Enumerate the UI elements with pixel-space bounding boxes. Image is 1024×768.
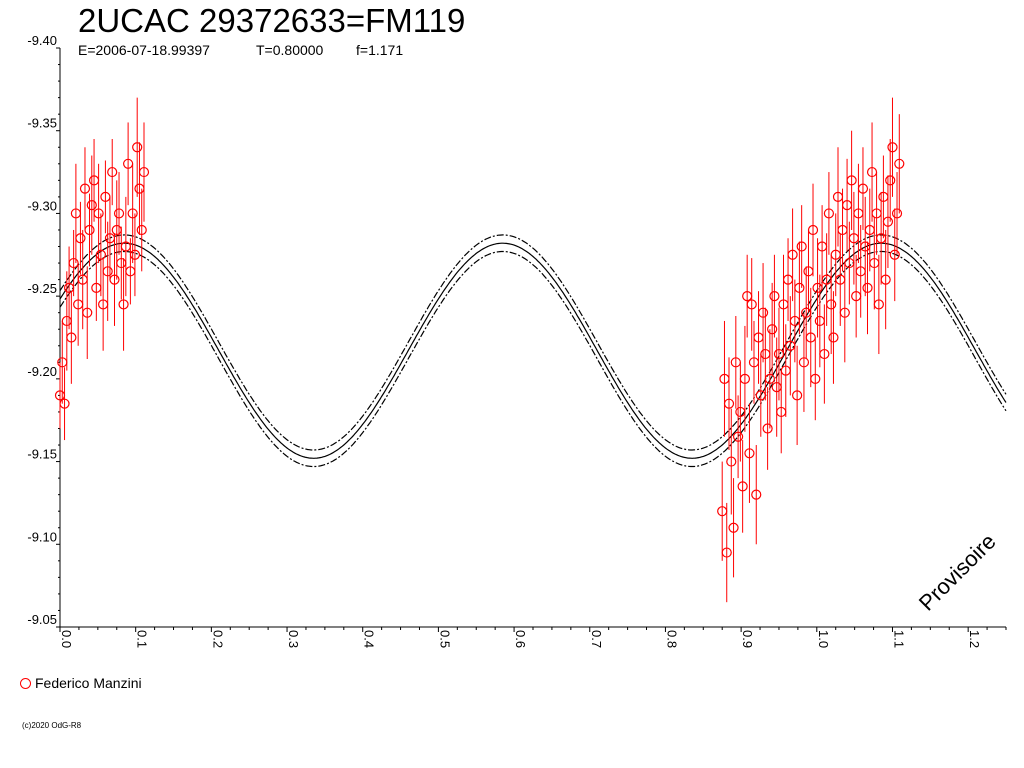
data-point xyxy=(885,175,896,186)
y-tick-label: -9.15 xyxy=(27,447,57,462)
data-point xyxy=(823,208,835,219)
y-tick-label: -9.35 xyxy=(27,116,57,131)
data-point xyxy=(86,200,97,211)
data-point xyxy=(762,423,773,434)
data-point xyxy=(721,547,732,558)
data-point xyxy=(93,208,104,219)
data-point xyxy=(767,324,778,335)
data-point xyxy=(792,390,803,401)
x-tick-label: 0.5 xyxy=(437,630,452,648)
data-points xyxy=(54,97,905,603)
data-point xyxy=(769,291,780,302)
data-point xyxy=(873,299,884,310)
x-tick-label: 1.1 xyxy=(891,630,906,648)
data-point xyxy=(129,249,141,260)
y-tick-label: -9.20 xyxy=(27,364,57,379)
data-point xyxy=(857,183,869,194)
data-point xyxy=(79,183,91,194)
data-point xyxy=(744,448,755,459)
data-point xyxy=(66,332,77,343)
data-point xyxy=(84,224,95,236)
chart-title: 2UCAC 29372633=FM119 xyxy=(78,2,466,39)
data-point xyxy=(862,282,873,293)
x-tick-label: 0.2 xyxy=(210,630,225,648)
data-point xyxy=(75,233,86,244)
data-point xyxy=(728,522,739,533)
data-point xyxy=(127,208,138,219)
data-point xyxy=(739,373,751,384)
x-tick-label: 0.9 xyxy=(740,630,755,648)
x-tick-label: 0.6 xyxy=(513,630,528,648)
data-point xyxy=(737,481,748,492)
y-tick-label: -9.40 xyxy=(27,33,57,48)
data-point xyxy=(136,224,147,236)
data-point xyxy=(113,208,125,219)
data-point xyxy=(107,166,118,178)
y-ticks: -9.40 -9.35 -9.30 -9.25 -9.20 -9.15 -9.10 -9.05 xyxy=(27,33,60,628)
x-tick-label: 0.8 xyxy=(664,630,679,648)
x-tick-label: 1.0 xyxy=(816,630,831,648)
data-point xyxy=(82,307,93,318)
data-point xyxy=(839,307,850,318)
axes xyxy=(59,48,1006,628)
data-point xyxy=(894,158,905,169)
data-point xyxy=(891,208,903,219)
legend: Federico Manzini xyxy=(20,675,142,691)
data-point xyxy=(757,307,769,318)
data-point xyxy=(826,299,837,310)
data-point xyxy=(787,249,798,260)
watermark: Provisoire xyxy=(914,529,1001,616)
legend-observer-label: Federico Manzini xyxy=(35,675,142,691)
x-tick-label: 0.1 xyxy=(135,630,150,648)
period-label: T=0.80000 xyxy=(256,42,324,58)
data-point xyxy=(810,373,821,384)
x-tick-label: 0.7 xyxy=(589,630,604,648)
data-point xyxy=(751,489,762,500)
fit-curve xyxy=(59,242,1007,459)
y-tick-label: -9.10 xyxy=(27,529,57,544)
x-tick-label: 0.3 xyxy=(286,630,301,648)
data-point xyxy=(880,274,891,285)
data-point xyxy=(798,357,810,368)
data-point xyxy=(887,142,898,153)
data-point xyxy=(828,332,839,343)
x-tick-label: 1.2 xyxy=(967,630,982,648)
data-point xyxy=(138,166,150,178)
data-point xyxy=(764,373,775,384)
data-point xyxy=(109,274,120,285)
data-point xyxy=(59,398,70,409)
frequency-label: f=1.171 xyxy=(356,42,404,58)
legend-circle-icon xyxy=(20,677,31,689)
data-point xyxy=(819,348,830,360)
data-point xyxy=(807,224,819,236)
y-tick-label: -9.30 xyxy=(27,198,57,213)
data-point xyxy=(796,241,807,252)
fit-upper-envelope xyxy=(59,234,1007,451)
x-tick-label: 0.4 xyxy=(362,630,377,648)
data-point xyxy=(882,216,894,227)
data-point xyxy=(723,398,735,409)
fit-curves xyxy=(59,234,1007,468)
data-point xyxy=(95,249,106,260)
data-point xyxy=(794,282,805,293)
x-tick-label: 0.0 xyxy=(59,630,74,648)
data-point xyxy=(118,299,129,310)
data-point xyxy=(889,249,900,260)
y-tick-label: -9.25 xyxy=(27,281,57,296)
data-point xyxy=(846,175,857,186)
fit-lower-envelope xyxy=(59,250,1007,468)
x-ticks: 0.0 0.1 0.2 0.3 0.4 0.5 0.6 0.7 0.8 0.9 1.0 1.1 1.2 xyxy=(59,627,1007,648)
copyright-label: (c)2020 OdG-R8 xyxy=(22,721,82,730)
data-point xyxy=(746,299,757,310)
data-point xyxy=(732,431,744,442)
y-tick-label: -9.05 xyxy=(27,612,57,627)
data-point xyxy=(132,142,143,153)
epoch-label: E=2006-07-18.99397 xyxy=(78,42,210,58)
data-point xyxy=(726,456,737,467)
data-point xyxy=(102,266,113,277)
